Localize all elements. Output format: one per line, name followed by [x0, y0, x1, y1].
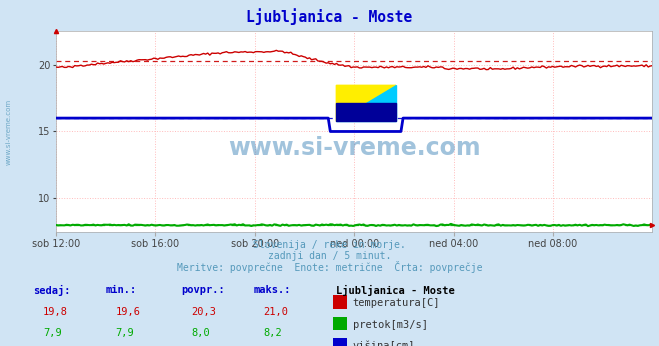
- Text: www.si-vreme.com: www.si-vreme.com: [5, 98, 12, 165]
- Text: 19,6: 19,6: [115, 307, 140, 317]
- Text: 20,3: 20,3: [191, 307, 216, 317]
- Polygon shape: [336, 85, 396, 121]
- Polygon shape: [336, 85, 396, 121]
- Text: 7,9: 7,9: [115, 328, 134, 338]
- Text: 7,9: 7,9: [43, 328, 61, 338]
- Text: višina[cm]: višina[cm]: [353, 341, 415, 346]
- Text: pretok[m3/s]: pretok[m3/s]: [353, 320, 428, 330]
- Text: min.:: min.:: [105, 285, 136, 295]
- Text: Ljubljanica - Moste: Ljubljanica - Moste: [246, 9, 413, 26]
- Text: www.si-vreme.com: www.si-vreme.com: [228, 136, 480, 160]
- Text: sedaj:: sedaj:: [33, 285, 71, 297]
- Text: 19,8: 19,8: [43, 307, 68, 317]
- Text: zadnji dan / 5 minut.: zadnji dan / 5 minut.: [268, 251, 391, 261]
- Text: 8,2: 8,2: [264, 328, 282, 338]
- Text: Slovenija / reke in morje.: Slovenija / reke in morje.: [253, 240, 406, 251]
- Text: povpr.:: povpr.:: [181, 285, 225, 295]
- Text: maks.:: maks.:: [254, 285, 291, 295]
- Polygon shape: [336, 103, 396, 121]
- Text: 21,0: 21,0: [264, 307, 289, 317]
- Text: Ljubljanica - Moste: Ljubljanica - Moste: [336, 285, 455, 297]
- Text: temperatura[C]: temperatura[C]: [353, 299, 440, 308]
- Text: 8,0: 8,0: [191, 328, 210, 338]
- Text: Meritve: povprečne  Enote: metrične  Črta: povprečje: Meritve: povprečne Enote: metrične Črta:…: [177, 261, 482, 273]
